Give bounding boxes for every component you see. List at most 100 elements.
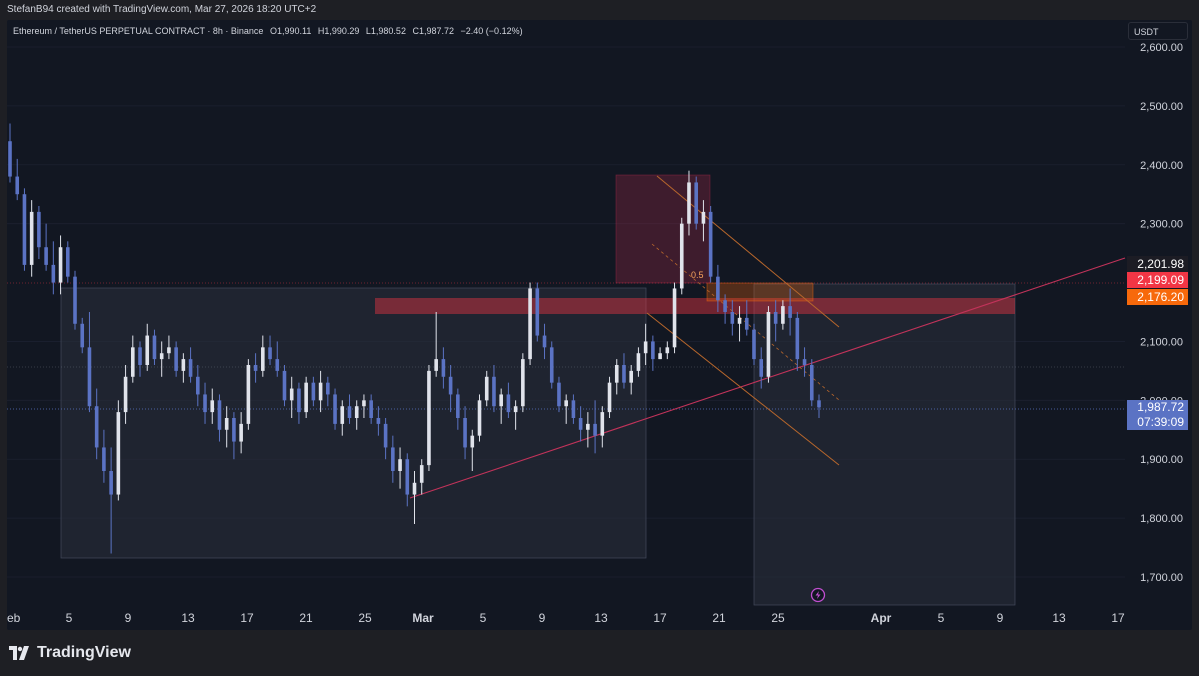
candle-body[interactable]	[188, 359, 193, 377]
resistance-zone[interactable]	[375, 298, 1015, 314]
candle-body[interactable]	[116, 412, 121, 495]
candle-body[interactable]	[744, 317, 749, 330]
candle-body[interactable]	[65, 247, 70, 277]
candle-body[interactable]	[817, 400, 821, 408]
candle-body[interactable]	[679, 223, 684, 289]
candle-body[interactable]	[22, 194, 27, 265]
candle-body[interactable]	[311, 382, 316, 401]
range-box-left[interactable]	[60, 287, 647, 559]
candle-body[interactable]	[643, 341, 648, 354]
candle-body[interactable]	[261, 347, 265, 371]
candle-body[interactable]	[268, 347, 272, 360]
candle-body[interactable]	[196, 376, 200, 395]
candle-body[interactable]	[434, 359, 438, 371]
candlestick-series[interactable]	[8, 123, 821, 554]
candle-body[interactable]	[109, 471, 113, 495]
trendline[interactable]	[409, 257, 1126, 499]
candle-body[interactable]	[557, 382, 561, 407]
candle-body[interactable]	[716, 276, 720, 301]
candle-body[interactable]	[723, 300, 727, 312]
candle-body[interactable]	[138, 347, 142, 365]
candle-body[interactable]	[239, 423, 243, 442]
candle-body[interactable]	[600, 412, 605, 436]
candle-body[interactable]	[658, 353, 662, 360]
candle-body[interactable]	[246, 365, 251, 424]
candle-body[interactable]	[203, 394, 207, 413]
candle-body[interactable]	[694, 182, 699, 224]
candle-body[interactable]	[102, 447, 106, 471]
candle-body[interactable]	[340, 406, 345, 424]
candle-body[interactable]	[564, 400, 568, 407]
candle-body[interactable]	[672, 288, 677, 348]
candle-body[interactable]	[29, 211, 34, 265]
candle-body[interactable]	[391, 447, 395, 471]
candle-body[interactable]	[289, 388, 294, 401]
candle-body[interactable]	[152, 335, 157, 360]
candle-body[interactable]	[549, 347, 554, 383]
candle-body[interactable]	[73, 276, 77, 324]
candle-body[interactable]	[145, 335, 150, 365]
candle-body[interactable]	[788, 306, 792, 318]
candle-body[interactable]	[297, 388, 301, 413]
chart-area[interactable]: 0.5 2,600.00 2,500.00 2,400.00 2,300.00 2,10…	[7, 20, 1192, 630]
candle-body[interactable]	[809, 365, 814, 401]
candle-body[interactable]	[347, 406, 352, 418]
candle-body[interactable]	[622, 365, 626, 383]
candle-body[interactable]	[174, 347, 178, 371]
candle-body[interactable]	[159, 353, 164, 360]
candle-body[interactable]	[87, 347, 92, 407]
candle-body[interactable]	[607, 382, 612, 413]
candle-body[interactable]	[730, 312, 735, 324]
candle-body[interactable]	[766, 312, 771, 377]
candle-body[interactable]	[333, 394, 337, 424]
candle-body[interactable]	[58, 247, 63, 283]
candle-body[interactable]	[521, 359, 525, 407]
candle-body[interactable]	[44, 247, 48, 265]
candle-body[interactable]	[181, 359, 186, 371]
candle-body[interactable]	[492, 376, 496, 407]
candle-body[interactable]	[636, 353, 641, 371]
candle-body[interactable]	[304, 382, 308, 413]
candle-body[interactable]	[593, 423, 597, 436]
candle-body[interactable]	[15, 176, 20, 195]
candle-body[interactable]	[123, 376, 128, 413]
candle-body[interactable]	[51, 264, 56, 283]
candle-body[interactable]	[405, 459, 410, 495]
channel-lower[interactable]	[646, 312, 840, 466]
candle-body[interactable]	[586, 423, 590, 430]
candle-body[interactable]	[708, 211, 713, 277]
range-box-right[interactable]	[753, 283, 1016, 606]
candle-body[interactable]	[773, 312, 778, 324]
candle-body[interactable]	[752, 329, 756, 360]
candle-body[interactable]	[484, 376, 489, 401]
candle-body[interactable]	[651, 341, 655, 360]
currency-button[interactable]: USDT	[1128, 22, 1188, 40]
candle-body[interactable]	[578, 418, 583, 430]
candle-body[interactable]	[448, 376, 453, 395]
candle-body[interactable]	[701, 211, 706, 224]
candle-body[interactable]	[412, 482, 417, 495]
candle-body[interactable]	[318, 382, 323, 401]
candle-body[interactable]	[326, 382, 330, 395]
candle-body[interactable]	[535, 288, 540, 336]
candle-body[interactable]	[513, 406, 518, 413]
candle-body[interactable]	[8, 141, 12, 177]
candle-body[interactable]	[130, 347, 135, 377]
tradingview-logo[interactable]: TradingView	[9, 644, 131, 662]
candle-body[interactable]	[528, 288, 532, 360]
time-axis[interactable]: eb 5 9 13 17 21 25 Mar 5 9 13 17 21 25 Apr 5 9 13 17	[7, 611, 1125, 625]
lightning-icon[interactable]	[810, 587, 826, 603]
candle-body[interactable]	[253, 365, 258, 371]
candle-body[interactable]	[781, 306, 785, 324]
candle-body[interactable]	[456, 394, 460, 418]
candle-body[interactable]	[80, 323, 85, 348]
candle-body[interactable]	[94, 406, 99, 448]
candle-body[interactable]	[224, 418, 229, 430]
candle-body[interactable]	[167, 347, 171, 354]
candle-body[interactable]	[383, 423, 388, 448]
price-axis[interactable]: 2,600.00 2,500.00 2,400.00 2,300.00 2,100.00…	[1140, 42, 1183, 584]
candle-body[interactable]	[795, 317, 800, 360]
candle-body[interactable]	[217, 400, 222, 430]
candle-body[interactable]	[419, 465, 424, 483]
candle-body[interactable]	[398, 459, 402, 471]
